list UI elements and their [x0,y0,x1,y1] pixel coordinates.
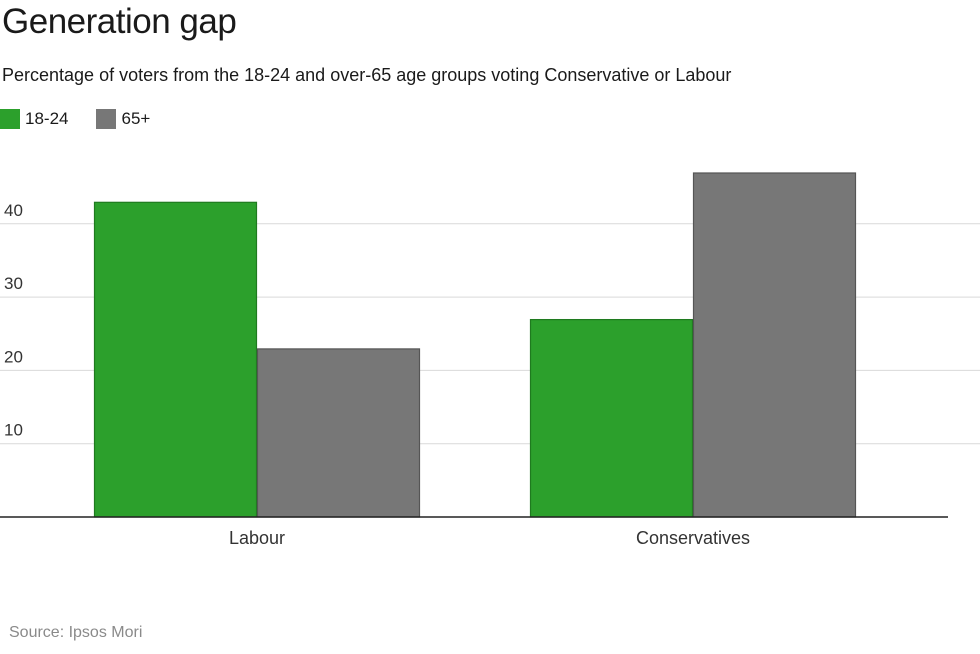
legend-item-65-plus: 65+ [96,109,150,129]
y-tick-label-30: 30 [4,274,23,293]
legend-label-65-plus: 65+ [121,109,151,128]
y-tick-label-20: 20 [4,347,23,366]
chart-subtitle: Percentage of voters from the 18-24 and … [2,65,732,85]
bar-conservatives-18-24 [529,318,694,518]
bar-conservatives-65-plus [692,172,857,518]
legend-swatch-18-24 [0,109,20,129]
legend: 18-24 65+ [0,108,178,130]
x-category-label-conservatives: Conservatives [636,528,750,548]
y-tick-label-40: 40 [4,201,23,220]
legend-item-18-24: 18-24 [0,109,68,129]
x-category-label-labour: Labour [229,528,285,548]
chart-title: Generation gap [2,2,237,41]
bar-labour-65-plus [256,348,421,518]
legend-swatch-65-plus [96,109,117,129]
bar-labour-18-24 [93,201,258,518]
source-note: Source: Ipsos Mori [9,624,143,641]
legend-label-18-24: 18-24 [25,109,69,128]
y-tick-label-10: 10 [4,421,23,440]
